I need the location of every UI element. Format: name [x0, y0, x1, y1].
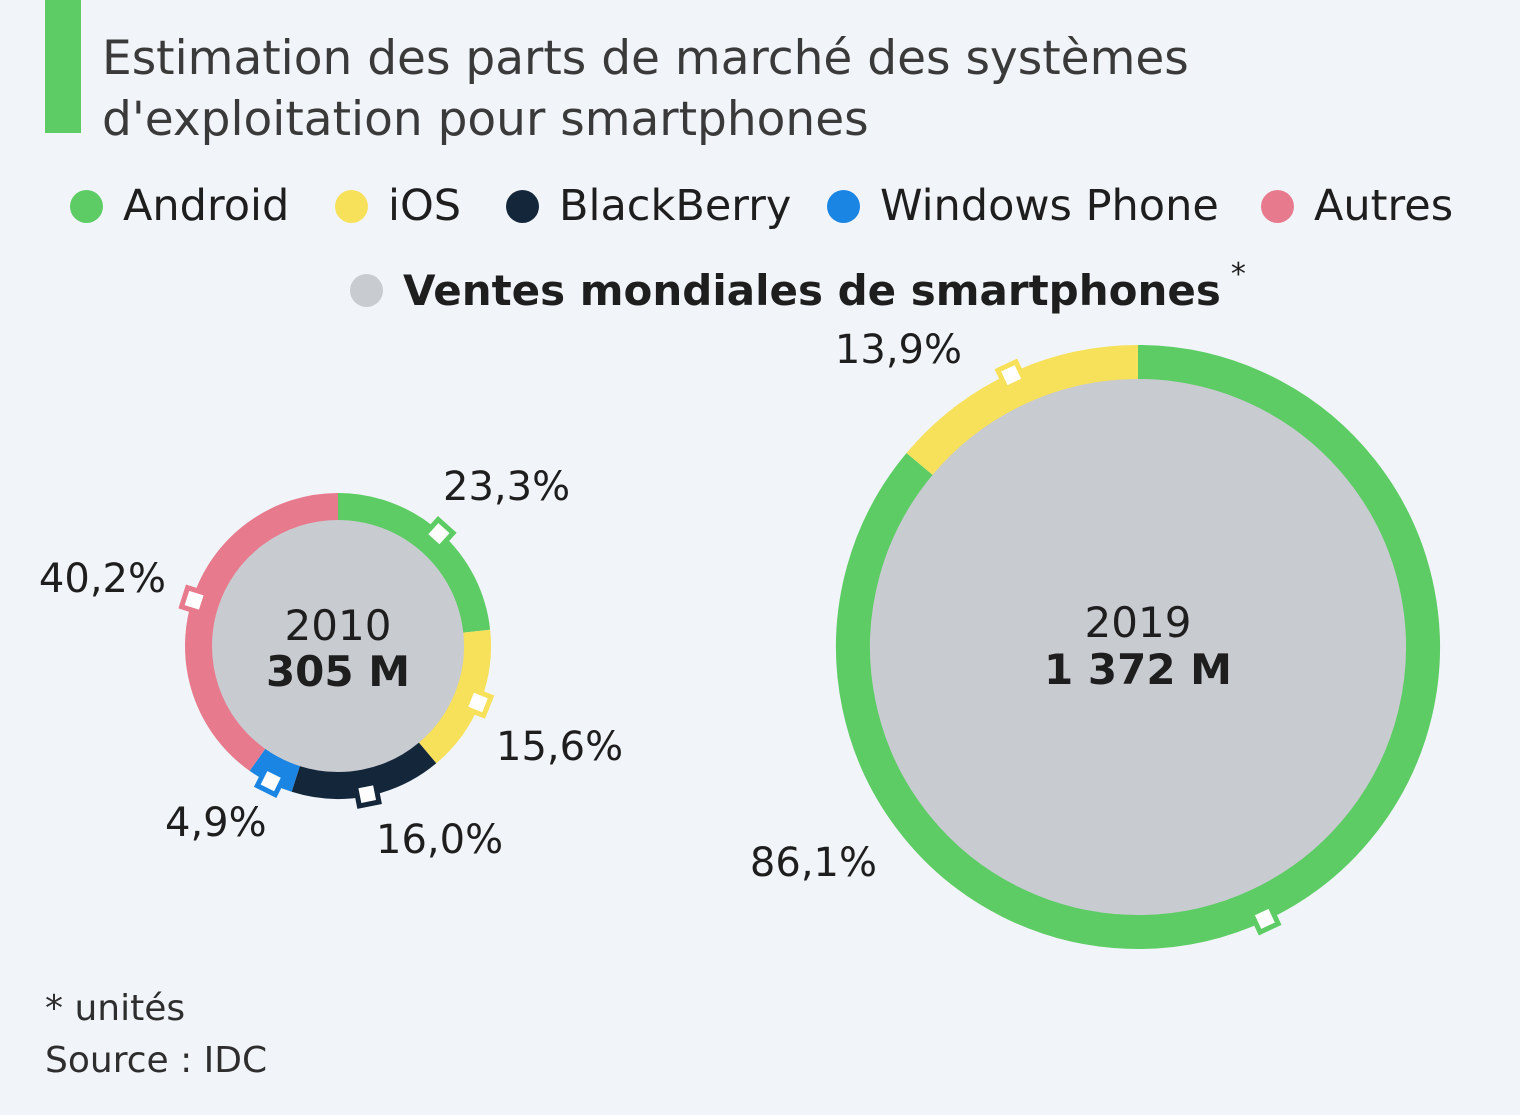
legend-label-windows-phone: Windows Phone: [880, 181, 1219, 231]
legend-item-blackberry: BlackBerry: [506, 178, 791, 234]
marker-android-2019: [1248, 902, 1282, 936]
legend-label-autres: Autres: [1314, 181, 1454, 231]
legend-item-windows-phone: Windows Phone: [827, 178, 1219, 234]
marker-ios-2019: [994, 358, 1028, 392]
total-2019: 1 372 M: [1044, 645, 1232, 694]
sales-footnote-marker: *: [1230, 256, 1246, 292]
legend-dot-android: [70, 189, 103, 223]
slice-ios-2019: [906, 345, 1139, 476]
legend-item-android: Android: [70, 178, 289, 234]
marker-autres-2010: [178, 584, 210, 616]
legend-item-ios: iOS: [335, 178, 461, 234]
marker-android-2010: [421, 516, 457, 552]
sales-disc-2010: [211, 519, 465, 773]
marker-blackberry-2010: [352, 779, 382, 809]
year-2019: 2019: [1085, 598, 1192, 647]
label-ios-2019: 13,9%: [835, 327, 962, 373]
label-android-2010: 23,3%: [443, 464, 570, 510]
label-windows-phone-2010: 4,9%: [165, 800, 267, 846]
legend-dot-ios: [335, 189, 368, 223]
chart-subtitle: Estimation des parts de marché des systè…: [102, 28, 1302, 150]
legend-label-android: Android: [123, 181, 290, 231]
marker-ios-2010: [461, 686, 495, 719]
legend-label-ios: iOS: [388, 181, 462, 231]
title-accent-bar: [45, 0, 81, 133]
sales-legend: Ventes mondiales de smartphones *: [350, 257, 1246, 318]
subtitle-line-1: Estimation des parts de marché des systè…: [102, 31, 1189, 86]
legend: Android iOS BlackBerry Windows Phone Aut…: [0, 178, 1520, 234]
sales-disc-2019: [869, 378, 1407, 916]
subtitle-line-2: d'exploitation pour smartphones: [102, 92, 869, 147]
total-2010: 305 M: [266, 647, 410, 696]
legend-item-autres: Autres: [1261, 178, 1453, 234]
label-autres-2010: 40,2%: [39, 556, 166, 602]
marker-windows-phone-2010: [253, 764, 288, 798]
label-android-2019: 86,1%: [750, 840, 877, 886]
slice-android-2019: [836, 345, 1440, 949]
year-2010: 2010: [285, 601, 392, 650]
legend-dot-windows-phone: [827, 189, 860, 223]
label-blackberry-2010: 16,0%: [376, 817, 503, 863]
legend-label-sales: Ventes mondiales de smartphones: [403, 265, 1221, 315]
legend-label-blackberry: BlackBerry: [559, 181, 792, 231]
footnote-source: Source : IDC: [45, 1040, 268, 1081]
legend-dot-autres: [1261, 189, 1294, 223]
legend-dot-sales: [350, 273, 383, 307]
legend-dot-blackberry: [506, 189, 539, 223]
label-ios-2010: 15,6%: [496, 724, 623, 770]
footnote-units: * unités: [45, 988, 186, 1029]
